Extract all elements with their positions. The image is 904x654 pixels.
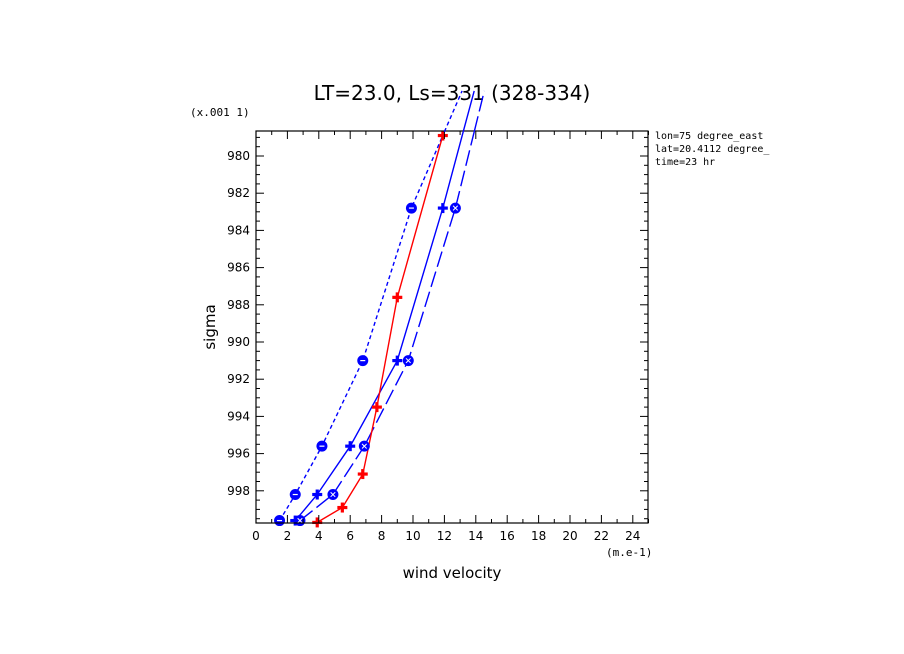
data-point [358, 440, 370, 452]
y-tick-label: 992 [227, 372, 250, 386]
data-point [345, 441, 356, 452]
x-axis-label: wind velocity [403, 564, 502, 582]
data-point [294, 515, 306, 527]
series-line-extension [473, 90, 485, 132]
x-tick-label: 16 [500, 529, 515, 543]
data-point [402, 355, 414, 367]
data-point [312, 489, 323, 500]
y-axis-label: sigma [201, 304, 219, 349]
y-tick-label: 984 [227, 223, 250, 237]
y-tick-label: 994 [227, 409, 250, 423]
annotation-lat: lat=20.4112 degree_ [655, 144, 770, 155]
series-line [294, 131, 464, 522]
y-tick-label: 996 [227, 447, 250, 461]
y-tick-label: 990 [227, 335, 250, 349]
axes: 0 2 4 6 8 10 12 14 16 18 20 22 249809829849869889909… [227, 130, 649, 543]
data-point [327, 489, 339, 501]
data-point [437, 130, 448, 141]
x-tick-label: 8 [378, 529, 386, 543]
x-tick-label: 6 [346, 529, 354, 543]
x-tick-label: 10 [405, 529, 420, 543]
data-point [405, 202, 417, 214]
x-tick-label: 14 [468, 529, 483, 543]
y-tick-label: 998 [227, 484, 250, 498]
data-point [274, 515, 286, 527]
annotation-lon: lon=75 degree_east [655, 131, 763, 142]
data-point [392, 292, 403, 303]
series-line-extension [443, 90, 463, 133]
x-tick-label: 12 [437, 529, 452, 543]
x-unit-label: (m.e-1) [606, 546, 652, 559]
series-line [279, 131, 446, 521]
x-tick-label: 18 [531, 529, 546, 543]
y-tick-label: 988 [227, 298, 250, 312]
y-unit-label: (x.001 1) [190, 106, 250, 119]
plot-frame [255, 130, 649, 524]
y-tick-label: 986 [227, 261, 250, 275]
series-line [299, 131, 475, 522]
x-tick-label: 22 [594, 529, 609, 543]
series-line-extension [462, 90, 475, 132]
annotation-time: time=23 hr [655, 157, 715, 168]
data-point [392, 355, 403, 366]
x-tick-label: 0 [252, 529, 260, 543]
x-tick-label: 4 [315, 529, 323, 543]
series-line [316, 135, 444, 523]
data-point [371, 402, 382, 413]
series-layer [279, 131, 475, 523]
data-point [316, 440, 328, 452]
data-point [357, 469, 368, 480]
marker-layer [274, 130, 461, 528]
data-point [437, 203, 448, 214]
x-tick-label: 24 [625, 529, 640, 543]
x-tick-label: 20 [562, 529, 577, 543]
y-tick-label: 982 [227, 186, 250, 200]
data-point [337, 502, 348, 513]
data-point [357, 355, 369, 367]
data-point [289, 489, 301, 501]
chart-title: LT=23.0, Ls=331 (328-334) [314, 81, 591, 105]
y-tick-label: 980 [227, 149, 250, 163]
x-tick-label: 2 [284, 529, 292, 543]
data-point [449, 202, 461, 214]
